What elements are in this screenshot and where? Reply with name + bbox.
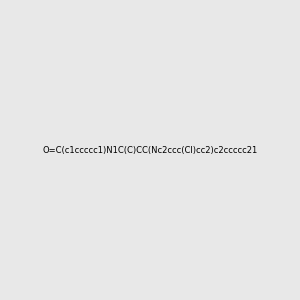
Text: O=C(c1ccccc1)N1C(C)CC(Nc2ccc(Cl)cc2)c2ccccc21: O=C(c1ccccc1)N1C(C)CC(Nc2ccc(Cl)cc2)c2cc… xyxy=(42,146,258,154)
